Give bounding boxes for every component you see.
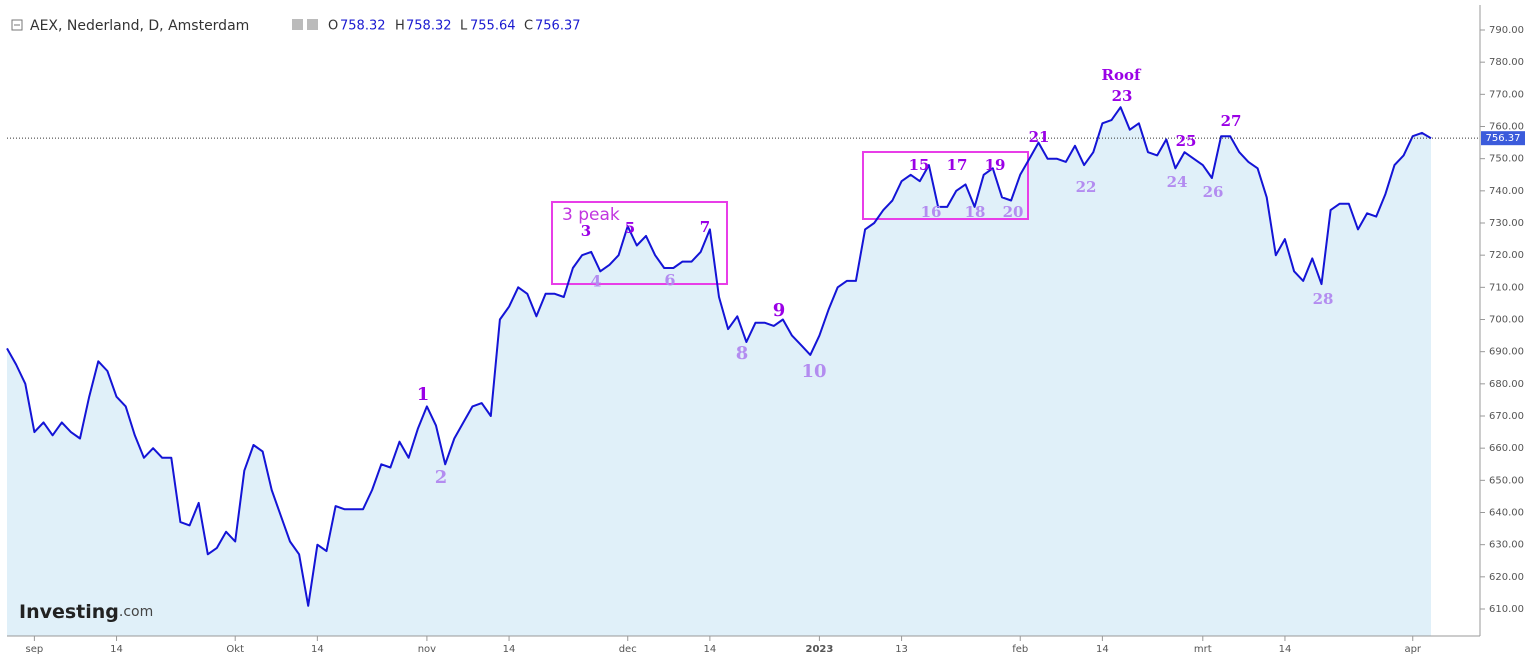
ohlc-label: C [524,19,533,34]
x-tick-label: 14 [311,644,324,655]
y-tick-label: 650.00 [1489,475,1524,486]
annotation: 10 [801,361,826,382]
annotation: 8 [736,343,749,364]
annotation: 23 [1112,87,1133,105]
instrument-title: AEX, Nederland, D, Amsterdam [30,18,249,34]
x-tick-label: 14 [110,644,123,655]
annotation: 21 [1029,128,1050,146]
annotation: 7 [700,218,710,236]
ohlc-label: L [460,19,468,34]
annotation: 3 peak [562,205,620,225]
y-tick-label: 760.00 [1489,122,1524,133]
last-price-label: 756.37 [1486,133,1521,144]
annotation: 20 [1003,203,1024,221]
y-tick-label: 690.00 [1489,347,1524,358]
x-tick-label: Okt [226,644,244,655]
y-tick-label: 660.00 [1489,443,1524,454]
ohlc-value: 755.64 [470,19,516,34]
annotation: 25 [1176,132,1197,150]
y-tick-label: 620.00 [1489,572,1524,583]
y-tick-label: 610.00 [1489,604,1524,615]
y-tick-label: 750.00 [1489,154,1524,165]
annotation: 6 [664,271,675,290]
y-tick-label: 680.00 [1489,379,1524,390]
pattern-box [551,201,728,285]
y-tick-label: 670.00 [1489,411,1524,422]
annotation: 28 [1313,290,1334,308]
annotation: 26 [1203,183,1224,201]
y-tick-label: 790.00 [1489,25,1524,36]
x-tick-label: apr [1404,644,1421,655]
annotation: 16 [921,203,942,221]
x-tick-label: 14 [503,644,516,655]
annotation: 27 [1221,112,1242,130]
annotation: 1 [417,384,430,405]
annotation: 17 [947,156,968,174]
y-tick-label: 730.00 [1489,218,1524,229]
x-tick-label: 2023 [805,644,833,655]
x-tick-label: 14 [1096,644,1109,655]
x-tick-label: nov [418,644,436,655]
ohlc-value: 756.37 [535,19,581,34]
annotation: 15 [909,156,930,174]
y-tick-label: 770.00 [1489,89,1524,100]
ohlc-value: 758.32 [406,19,452,34]
y-tick-label: 640.00 [1489,508,1524,519]
logo: Investing [19,601,119,623]
logo-suffix: .com [119,604,153,620]
x-tick-label: feb [1012,644,1028,655]
y-tick-label: 780.00 [1489,57,1524,68]
annotation: 9 [773,300,786,321]
annotation: 19 [985,156,1006,174]
logo: Investing.com [19,601,153,623]
annotation: Roof [1102,66,1142,84]
annotation: 2 [435,467,448,488]
y-tick-label: 740.00 [1489,186,1524,197]
annotation: 24 [1167,173,1188,191]
annotation: 18 [965,203,986,221]
y-tick-label: 630.00 [1489,540,1524,551]
ohlc-label: H [395,19,405,34]
annotation: 5 [625,219,635,237]
y-tick-label: 710.00 [1489,282,1524,293]
settings-icon[interactable] [307,19,318,30]
y-tick-label: 700.00 [1489,315,1524,326]
ohlc-value: 758.32 [340,19,386,34]
x-tick-label: mrt [1194,644,1212,655]
pattern-box [862,151,1029,220]
last-price-box [1481,131,1525,146]
y-tick-label: 720.00 [1489,250,1524,261]
annotation: 22 [1076,178,1097,196]
x-tick-label: sep [26,644,44,655]
x-tick-label: 14 [1279,644,1292,655]
x-tick-label: dec [619,644,637,655]
settings-icon[interactable] [292,19,303,30]
x-tick-label: 13 [895,644,908,655]
ohlc: O 758.32 H 758.32 L 755.64 C 756.37 [328,19,581,34]
collapse-icon[interactable] [11,19,23,31]
x-tick-label: 14 [704,644,717,655]
ohlc-label: O [328,19,338,34]
annotation: 3 [581,222,591,240]
line [6,106,1432,607]
area [7,107,1431,636]
annotation: 4 [590,272,601,291]
